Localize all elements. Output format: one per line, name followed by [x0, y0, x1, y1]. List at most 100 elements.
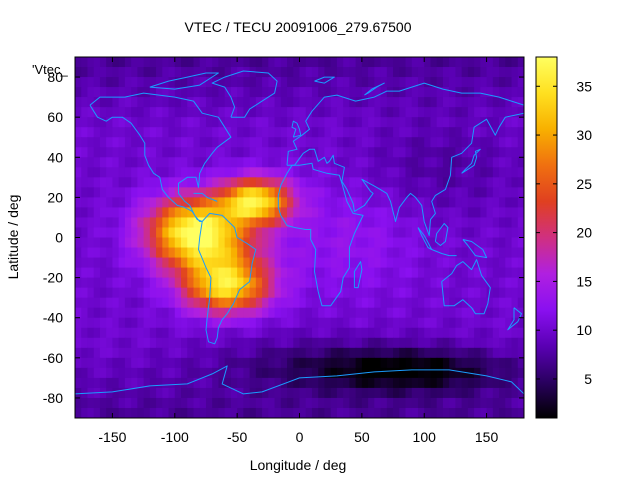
heatmap-cell — [480, 367, 488, 379]
heatmap-cell — [442, 147, 450, 158]
heatmap-cell — [499, 57, 506, 68]
heatmap-cell — [467, 257, 475, 269]
heatmap-cell — [112, 397, 120, 409]
heatmap-cell — [162, 277, 170, 289]
heatmap-cell — [368, 227, 375, 239]
heatmap-cell — [75, 367, 82, 379]
heatmap-cell — [162, 137, 170, 148]
heatmap-cell — [218, 267, 226, 279]
heatmap-cell — [106, 257, 114, 269]
heatmap-cell — [505, 367, 513, 379]
heatmap-cell — [380, 127, 388, 138]
heatmap-cell — [149, 397, 157, 409]
heatmap-cell — [417, 67, 425, 78]
heatmap-cell — [380, 317, 388, 329]
heatmap-cell — [99, 187, 107, 198]
heatmap-cell — [461, 207, 469, 219]
heatmap-cell — [461, 277, 469, 289]
heatmap-cell — [224, 177, 232, 188]
heatmap-cell — [143, 347, 151, 359]
heatmap-cell — [293, 387, 301, 399]
heatmap-cell — [205, 87, 213, 98]
heatmap-cell — [174, 127, 182, 138]
heatmap-cell — [293, 177, 301, 188]
heatmap-cell — [455, 127, 463, 138]
heatmap-cell — [436, 197, 444, 209]
heatmap-cell — [262, 147, 269, 158]
heatmap-cell — [467, 287, 475, 299]
heatmap-cell — [174, 407, 182, 418]
heatmap-cell — [193, 347, 201, 359]
heatmap-cell — [262, 197, 269, 209]
heatmap-cell — [205, 277, 213, 289]
heatmap-cell — [93, 77, 101, 88]
heatmap-cell — [205, 77, 213, 88]
heatmap-cell — [162, 387, 170, 399]
heatmap-cell — [374, 347, 382, 359]
heatmap-cell — [137, 237, 145, 249]
heatmap-cell — [374, 217, 382, 229]
heatmap-cell — [205, 227, 213, 239]
heatmap-cell — [93, 377, 101, 389]
heatmap-cell — [187, 357, 195, 369]
heatmap-cell — [212, 367, 220, 379]
heatmap-cell — [349, 347, 357, 359]
heatmap-cell — [330, 67, 338, 78]
heatmap-cell — [417, 327, 425, 339]
heatmap-cell — [330, 257, 338, 269]
heatmap-cell — [124, 197, 132, 209]
heatmap-cell — [106, 387, 114, 399]
heatmap-cell — [205, 317, 213, 329]
heatmap-cell — [305, 147, 313, 158]
heatmap-cell — [212, 327, 220, 339]
heatmap-cell — [143, 117, 151, 128]
heatmap-cell — [287, 187, 294, 198]
heatmap-cell — [287, 327, 294, 339]
heatmap-cell — [199, 377, 207, 389]
heatmap-cell — [517, 97, 524, 108]
heatmap-cell — [81, 167, 89, 178]
heatmap-cell — [168, 137, 176, 148]
heatmap-cell — [224, 397, 232, 409]
heatmap-cell — [237, 297, 244, 309]
heatmap-cell — [93, 107, 101, 118]
heatmap-cell — [405, 247, 413, 259]
heatmap-cell — [230, 137, 238, 148]
heatmap-cell — [237, 167, 244, 178]
heatmap-cell — [137, 197, 145, 209]
heatmap-cell — [287, 77, 294, 88]
heatmap-cell — [187, 397, 195, 409]
heatmap-cell — [168, 167, 176, 178]
heatmap-cell — [181, 97, 188, 108]
colorbar-tick-label: 35 — [576, 78, 592, 94]
heatmap-cell — [293, 397, 301, 409]
heatmap-cell — [255, 57, 263, 68]
heatmap-cell — [81, 247, 89, 259]
heatmap-cell — [255, 227, 263, 239]
heatmap-cell — [187, 87, 195, 98]
heatmap-cell — [430, 407, 438, 418]
heatmap-cell — [287, 107, 294, 118]
heatmap-cell — [112, 197, 120, 209]
heatmap-cell — [311, 347, 319, 359]
heatmap-cell — [449, 107, 457, 118]
heatmap-cell — [156, 137, 163, 148]
heatmap-cell — [305, 357, 313, 369]
heatmap-cell — [143, 367, 151, 379]
heatmap-cell — [474, 197, 481, 209]
heatmap-cell — [368, 297, 375, 309]
heatmap-cell — [417, 347, 425, 359]
heatmap-cell — [486, 287, 494, 299]
heatmap-cell — [461, 257, 469, 269]
heatmap-cell — [299, 407, 307, 418]
heatmap-cell — [424, 387, 432, 399]
heatmap-cell — [212, 287, 220, 299]
heatmap-cell — [187, 237, 195, 249]
heatmap-cell — [324, 257, 332, 269]
heatmap-cell — [162, 187, 170, 198]
heatmap-cell — [224, 207, 232, 219]
heatmap-cell — [474, 377, 481, 389]
heatmap-cell — [336, 57, 344, 68]
heatmap-cell — [143, 127, 151, 138]
